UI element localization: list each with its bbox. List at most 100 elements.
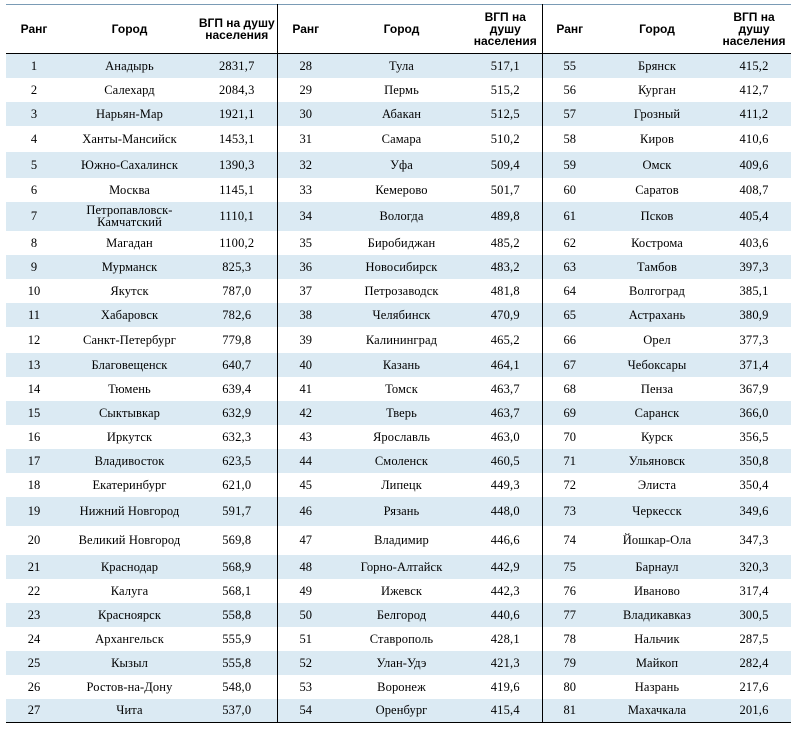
city-cell: Ханты-Мансийск — [62, 125, 197, 152]
rank-cell: 11 — [6, 302, 62, 327]
gdp-cell: 350,4 — [717, 472, 791, 497]
rank-cell: 58 — [541, 125, 597, 152]
city-cell: Ижевск — [334, 578, 469, 603]
city-cell: Магадан — [62, 230, 197, 255]
city-cell: Великий Новгород — [62, 525, 197, 555]
gdp-cell: 380,9 — [717, 302, 791, 327]
rank-cell: 73 — [541, 496, 597, 526]
city-header: Город — [334, 4, 469, 54]
city-cell: Нарьян-Мар — [62, 101, 197, 126]
gdp-cell: 428,1 — [469, 626, 542, 651]
rank-cell: 25 — [6, 650, 62, 675]
table-row: 4 Ханты-Мансийск 1453,1 31 Самара 510,2 58 Киро… — [6, 125, 791, 152]
city-cell: Архангельск — [62, 626, 197, 651]
city-cell: Йошкар-Ола — [597, 525, 717, 555]
gdp-cell: 555,8 — [197, 650, 277, 675]
gdp-cell: 512,5 — [469, 101, 542, 126]
rank-cell: 71 — [541, 448, 597, 473]
gdp-cell: 591,7 — [197, 496, 277, 526]
rank-cell: 2 — [6, 77, 62, 102]
gdp-cell: 397,3 — [717, 254, 791, 279]
city-cell: Петрозаводск — [334, 278, 469, 303]
city-cell: Горно-Алтайск — [334, 554, 469, 579]
rank-cell: 38 — [276, 302, 334, 327]
gdp-cell: 517,1 — [469, 53, 542, 78]
table-row: 25 Кызыл 555,8 52 Улан-Удэ 421,3 79 Майкоп 282,4 — [6, 650, 791, 675]
rank-cell: 13 — [6, 352, 62, 377]
gdp-cell: 403,6 — [717, 230, 791, 255]
gdp-cell: 558,8 — [197, 602, 277, 627]
city-cell: Салехард — [62, 77, 197, 102]
gdp-cell: 510,2 — [469, 125, 542, 152]
rank-cell: 16 — [6, 424, 62, 449]
city-cell: Кызыл — [62, 650, 197, 675]
city-cell: Абакан — [334, 101, 469, 126]
gdp-cell: 2084,3 — [197, 77, 277, 102]
gdp-cell: 408,7 — [717, 177, 791, 202]
gdp-cell: 460,5 — [469, 448, 542, 473]
city-cell: Астрахань — [597, 302, 717, 327]
rank-cell: 5 — [6, 151, 62, 178]
gdp-cell: 623,5 — [197, 448, 277, 473]
city-cell: Элиста — [597, 472, 717, 497]
gdp-cell: 621,0 — [197, 472, 277, 497]
rank-cell: 70 — [541, 424, 597, 449]
gdp-cell: 1100,2 — [197, 230, 277, 255]
city-cell: Владимир — [334, 525, 469, 555]
city-cell: Тверь — [334, 400, 469, 425]
gdp-cell: 569,8 — [197, 525, 277, 555]
rank-cell: 43 — [276, 424, 334, 449]
city-cell: Брянск — [597, 53, 717, 78]
city-cell: Владивосток — [62, 448, 197, 473]
rank-cell: 61 — [541, 201, 597, 231]
city-cell: Псков — [597, 201, 717, 231]
gdp-cell: 568,1 — [197, 578, 277, 603]
city-cell: Орел — [597, 326, 717, 353]
gdp-cell: 779,8 — [197, 326, 277, 353]
gdp-cell: 356,5 — [717, 424, 791, 449]
gdp-cell: 640,7 — [197, 352, 277, 377]
table-row: 9 Мурманск 825,3 36 Новосибирск 483,2 63 Тамбов… — [6, 254, 791, 279]
gdp-cell: 1145,1 — [197, 177, 277, 202]
city-cell: Краснодар — [62, 554, 197, 579]
gdp-cell: 1390,3 — [197, 151, 277, 178]
table-row: 7 Петропавловск-Камчатский 1110,1 34 Вологда… — [6, 201, 791, 231]
rank-cell: 31 — [276, 125, 334, 152]
city-cell: Нальчик — [597, 626, 717, 651]
city-cell: Ярославль — [334, 424, 469, 449]
rank-cell: 57 — [541, 101, 597, 126]
city-cell: Тамбов — [597, 254, 717, 279]
city-cell: Москва — [62, 177, 197, 202]
city-cell: Казань — [334, 352, 469, 377]
gdp-cell: 787,0 — [197, 278, 277, 303]
city-cell: Волгоград — [597, 278, 717, 303]
city-cell: Махачкала — [597, 698, 717, 723]
table-header: Ранг Город ВГП на душу населения Ранг Город В… — [6, 4, 791, 54]
gdp-cell: 2831,7 — [197, 53, 277, 78]
gdp-cell: 371,4 — [717, 352, 791, 377]
table-row: 20 Великий Новгород 569,8 47 Владимир 446,6 74… — [6, 525, 791, 555]
city-cell: Саранск — [597, 400, 717, 425]
gdp-cell: 409,6 — [717, 151, 791, 178]
gdp-cell: 366,0 — [717, 400, 791, 425]
table-row: 19 Нижний Новгород 591,7 46 Рязань 448,0 73 Чер… — [6, 496, 791, 526]
rank-cell: 27 — [6, 698, 62, 723]
city-cell: Кострома — [597, 230, 717, 255]
gdp-cell: 377,3 — [717, 326, 791, 353]
rank-cell: 75 — [541, 554, 597, 579]
city-cell: Назрань — [597, 674, 717, 699]
rank-cell: 4 — [6, 125, 62, 152]
gdp-cell: 483,2 — [469, 254, 542, 279]
table-row: 27 Чита 537,0 54 Оренбург 415,4 81 Махачкала 201… — [6, 698, 791, 723]
rank-cell: 18 — [6, 472, 62, 497]
city-cell: Благовещенск — [62, 352, 197, 377]
rank-cell: 66 — [541, 326, 597, 353]
rank-cell: 15 — [6, 400, 62, 425]
rank-cell: 44 — [276, 448, 334, 473]
rank-cell: 20 — [6, 525, 62, 555]
gdp-cell: 470,9 — [469, 302, 542, 327]
rank-cell: 72 — [541, 472, 597, 497]
rank-cell: 53 — [276, 674, 334, 699]
rank-cell: 76 — [541, 578, 597, 603]
rank-header: Ранг — [6, 4, 62, 54]
